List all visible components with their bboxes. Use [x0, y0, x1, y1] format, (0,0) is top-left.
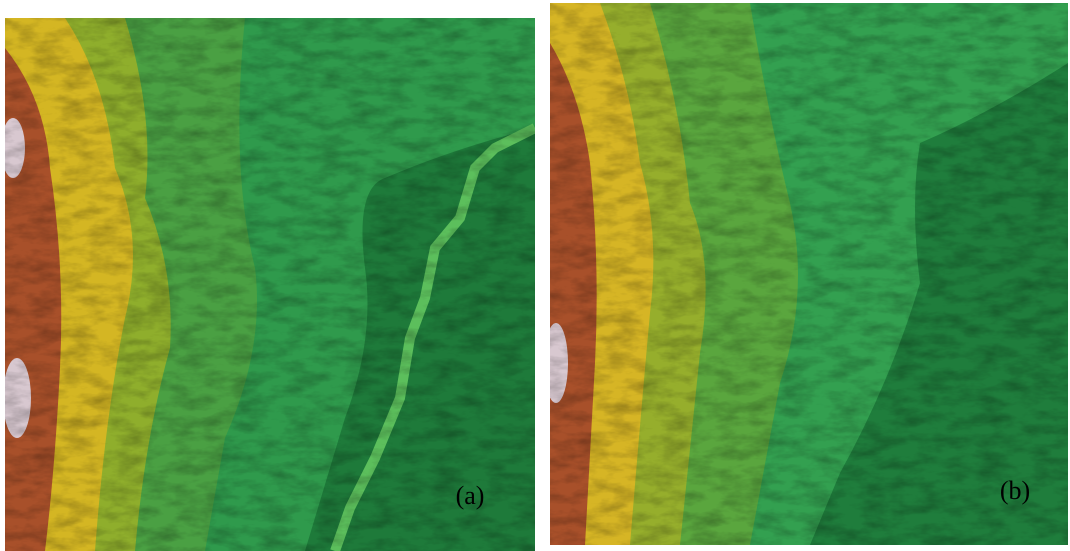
panel-label: (b)	[1000, 476, 1030, 505]
panel-a: (a)	[1, 18, 535, 551]
panel-label: (a)	[456, 481, 485, 510]
figure: (a) (b)	[0, 0, 1070, 551]
panel-b: (b)	[544, 3, 1068, 545]
page: (a) (b) (() => { const data = JSON.parse…	[0, 0, 1070, 551]
hillshade	[5, 18, 535, 551]
hillshade	[550, 3, 1068, 545]
